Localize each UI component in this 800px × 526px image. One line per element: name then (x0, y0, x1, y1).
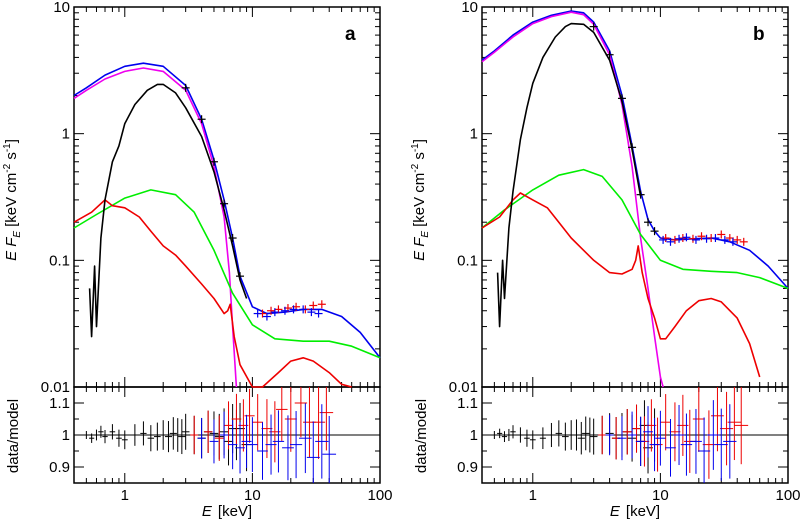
series-total-model (481, 10, 789, 289)
panel-a-ratio-ylabel: data/model (5, 399, 22, 473)
series-reflection (481, 192, 761, 378)
y-tick-label: 0.1 (457, 252, 478, 269)
y-tick-label: 0.01 (41, 379, 70, 396)
x-tick-label: 100 (367, 487, 392, 504)
ratio-y-tick-label: 1.1 (457, 395, 478, 412)
series-data (496, 22, 642, 328)
panel-b-ratio-ylabel: data/model (413, 399, 430, 473)
y-tick-label: 0.01 (449, 379, 478, 396)
x-tick-label: 10 (244, 487, 261, 504)
panel-b-letter: b (753, 24, 765, 45)
series-data (88, 83, 248, 338)
series-reflection (73, 199, 352, 388)
x-tick-label: 100 (775, 487, 800, 504)
series-comptonization (73, 189, 381, 359)
panel-a-main-frame (73, 6, 381, 388)
y-tick-label: 10 (53, 0, 70, 16)
panel-b-ratio-plot: 0.9 1 1.1 (457, 386, 788, 484)
x-tick-label: 1 (529, 487, 537, 504)
panel-b-ylabel: E FE[keV cm-2 s-1] (410, 139, 431, 261)
panel-b-main-plot: 1 10 100 0.01 0.1 1 10 (449, 0, 800, 504)
series-thermal-comptonized- (73, 67, 238, 388)
series-comptonization (481, 168, 789, 290)
y-tick-label: 10 (461, 0, 478, 16)
ratio-y-tick-label: 1.1 (49, 395, 70, 412)
panel-a-letter: a (345, 24, 356, 45)
series-thermal-comptonized- (481, 11, 664, 388)
x-tick-label: 1 (121, 487, 129, 504)
y-tick-label: 1 (62, 126, 70, 143)
ratio-y-tick-label: 0.9 (49, 459, 70, 476)
panel-a: 1 10 100 0.01 0.1 1 10 0.9 1 1.1 a E FE[keV cm-2… (2, 0, 393, 520)
panel-a-ratio-plot: 0.9 1 1.1 (49, 386, 380, 484)
ratio-y-tick-label: 1 (62, 427, 70, 444)
y-tick-label: 1 (470, 126, 478, 143)
panel-a-ylabel: E FE[keV cm-2 s-1] (2, 139, 23, 261)
series-total-model (73, 62, 381, 359)
ratio-y-tick-label: 0.9 (457, 459, 478, 476)
ratio-y-tick-label: 1 (470, 427, 478, 444)
panel-b-xlabel: E [keV] (610, 503, 660, 520)
panel-a-xlabel: E [keV] (202, 503, 252, 520)
panel-b: 1 10 100 0.01 0.1 1 10 0.9 1 1.1 b E FE[keV cm-2… (410, 0, 800, 520)
x-tick-label: 10 (652, 487, 669, 504)
y-tick-label: 0.1 (49, 252, 70, 269)
panel-a-main-plot: 1 10 100 0.01 0.1 1 10 (41, 0, 393, 504)
